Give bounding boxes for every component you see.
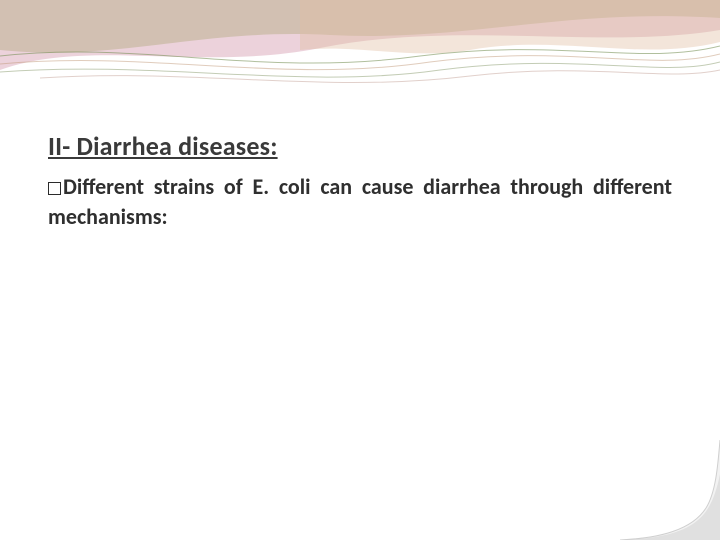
page-curl-icon <box>620 440 720 540</box>
body-text: Different strains of E. coli can cause d… <box>48 173 672 230</box>
content-area: II- Diarrhea diseases: Different strains… <box>48 130 672 231</box>
slide: II- Diarrhea diseases: Different strains… <box>0 0 720 540</box>
body-paragraph: Different strains of E. coli can cause d… <box>48 172 672 231</box>
square-bullet-icon <box>48 182 61 195</box>
slide-heading: II- Diarrhea diseases: <box>48 130 672 162</box>
decorative-wave-icon <box>0 0 720 90</box>
